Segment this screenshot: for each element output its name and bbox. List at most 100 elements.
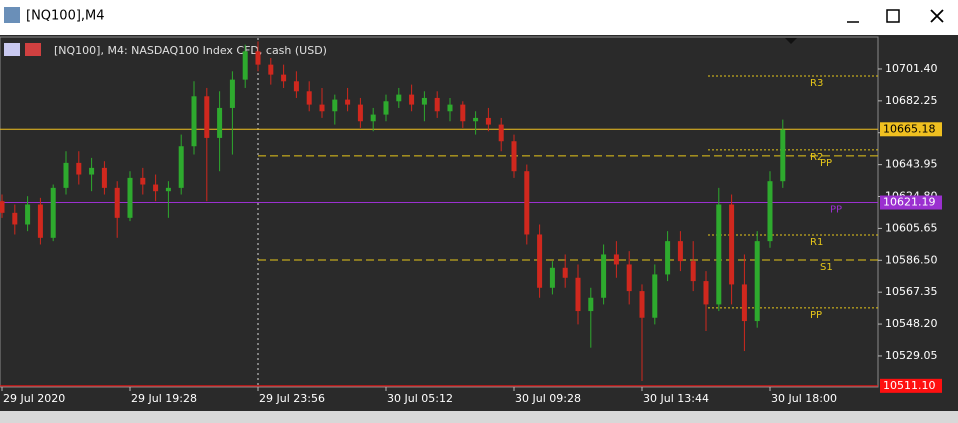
candle-body <box>101 167 107 188</box>
candle-body <box>460 104 466 122</box>
level-label: S1 <box>820 262 833 273</box>
candle-body <box>127 177 133 218</box>
candle-body <box>12 212 18 225</box>
candle-body <box>741 284 747 322</box>
price-tag <box>880 122 942 137</box>
candle-body <box>588 297 594 312</box>
y-tick-label: 10682.25 <box>885 94 938 107</box>
candle-body <box>447 104 453 112</box>
candle-body <box>601 254 607 298</box>
shift-marker <box>785 38 797 44</box>
candle-body <box>293 81 299 92</box>
candle-body <box>473 117 479 122</box>
candle-body <box>37 204 43 238</box>
candle-body <box>153 184 159 192</box>
x-tick-label: 29 Jul 19:28 <box>131 392 197 405</box>
x-tick-label: 29 Jul 23:56 <box>259 392 325 405</box>
window-title: [NQ100],M4 <box>26 9 105 24</box>
candle-body <box>652 274 658 318</box>
candle-body <box>319 104 325 112</box>
candle-body <box>383 101 389 115</box>
candle-body <box>191 96 197 147</box>
chart-title: [NQ100], M4: NASDAQ100 Index CFD, cash (… <box>54 44 327 57</box>
candle-body <box>767 181 773 242</box>
plot-frame <box>0 36 879 388</box>
candle-body <box>370 114 376 122</box>
candle-body <box>626 264 632 292</box>
candle-body <box>613 254 619 265</box>
candle-body <box>485 117 491 125</box>
close-button[interactable] <box>930 9 944 23</box>
candle-body <box>703 281 709 305</box>
y-tick-label: 10567.35 <box>885 285 938 298</box>
price-tag-label: 10621.19 <box>883 196 936 209</box>
candle-body <box>89 167 95 175</box>
candle-body <box>677 241 683 262</box>
candle-body <box>524 171 530 235</box>
candle-body <box>345 99 351 105</box>
candle-body <box>281 74 287 82</box>
price-tag-label: 10511.10 <box>883 379 936 392</box>
x-tick-label: 30 Jul 18:00 <box>771 392 837 405</box>
y-tick-label: 10529.05 <box>885 349 938 362</box>
y-tick-label: 10586.50 <box>885 253 938 266</box>
candle-body <box>537 234 543 288</box>
x-tick-label: 30 Jul 09:28 <box>515 392 581 405</box>
candle-body <box>229 79 235 108</box>
candle-body <box>639 291 645 318</box>
candle-body <box>268 64 274 75</box>
maximize-button[interactable] <box>886 9 900 23</box>
candle-body <box>76 162 82 175</box>
level-label: R1 <box>810 237 823 248</box>
candle-body <box>242 51 248 80</box>
candle-body <box>511 141 517 172</box>
x-tick-label: 30 Jul 13:44 <box>643 392 709 405</box>
candle-body <box>0 201 5 213</box>
y-tick-label: 10605.65 <box>885 221 938 234</box>
candle-body <box>204 96 210 138</box>
chart-background <box>0 35 958 411</box>
chart-icon <box>4 43 20 56</box>
candle-body <box>421 97 427 105</box>
candle-body <box>306 91 312 105</box>
candle-body <box>665 241 671 275</box>
y-tick-label: 10643.95 <box>885 158 938 171</box>
candle-body <box>63 162 69 188</box>
candle-body <box>575 277 581 312</box>
price-tag <box>880 378 942 393</box>
candle-body <box>140 177 146 185</box>
candle-body <box>332 99 338 112</box>
candle-body <box>754 241 760 322</box>
candle-body <box>255 51 261 65</box>
candle-body <box>780 129 786 182</box>
candle-body <box>498 124 504 142</box>
candle-body <box>165 187 171 192</box>
candle-body <box>690 261 696 282</box>
level-label: PP <box>810 310 822 321</box>
level-label: PP <box>820 158 832 169</box>
candle-body <box>396 94 402 102</box>
candle-body <box>434 97 440 112</box>
candle-body <box>729 204 735 285</box>
tab-bar <box>0 411 958 423</box>
trade-icon <box>25 43 41 56</box>
level-label: PP <box>830 205 842 216</box>
x-tick-label: 30 Jul 05:12 <box>387 392 453 405</box>
candle-body <box>716 204 722 305</box>
level-label: R2 <box>810 152 823 163</box>
y-tick-label: 10548.20 <box>885 317 938 330</box>
candle-body <box>409 94 415 105</box>
candle-body <box>549 267 555 288</box>
level-label: R3 <box>810 78 823 89</box>
price-tag-label: 10665.18 <box>883 122 936 135</box>
price-tag <box>880 195 942 210</box>
app-icon <box>4 7 20 23</box>
x-tick-label: 29 Jul 2020 <box>3 392 65 405</box>
y-tick-label: 10701.40 <box>885 62 938 75</box>
candle-body <box>50 187 56 238</box>
candle-body <box>25 204 31 225</box>
candle-body <box>114 187 120 218</box>
candle-body <box>357 104 363 122</box>
